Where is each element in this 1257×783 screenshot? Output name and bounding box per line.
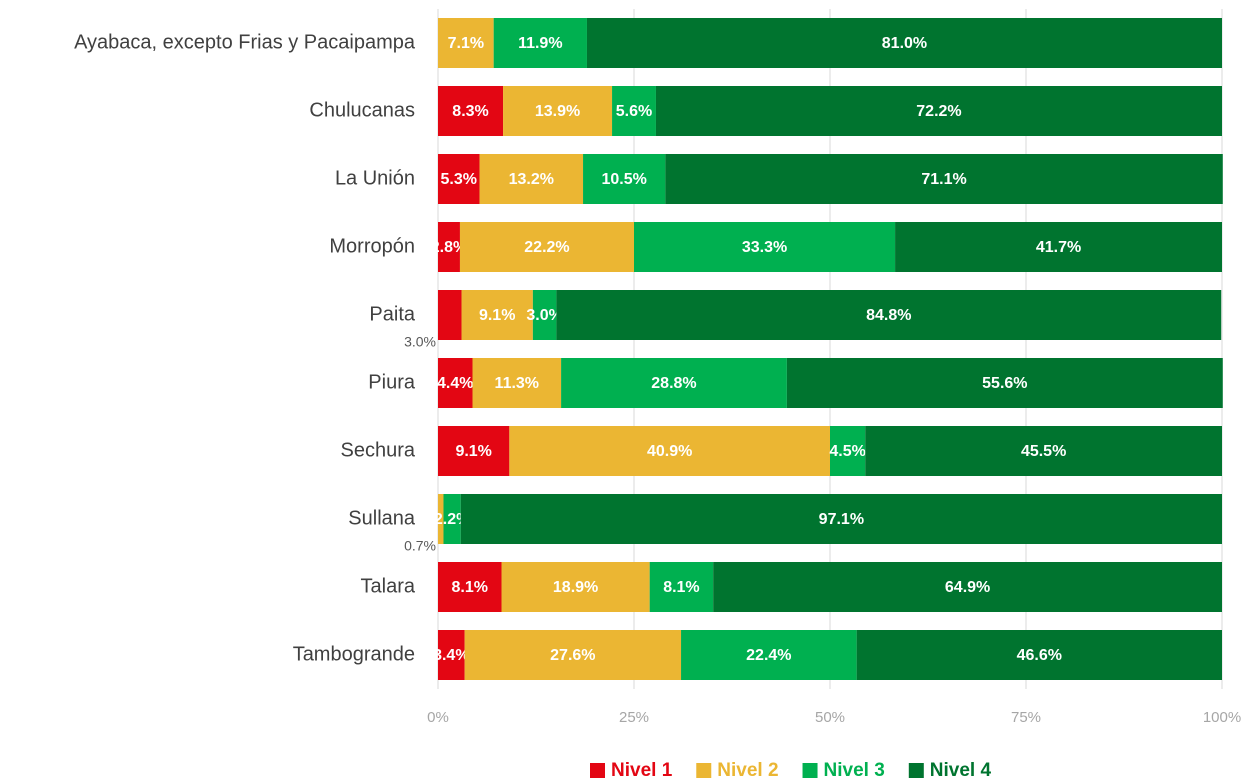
value-label: 22.2% [524, 239, 569, 256]
bar-segment [895, 222, 1222, 272]
legend-label: Nivel 3 [824, 760, 885, 781]
value-label: 72.2% [916, 103, 961, 120]
legend-swatch [696, 763, 712, 778]
value-label: 97.1% [819, 511, 864, 528]
value-label: 18.9% [553, 579, 598, 596]
value-label: 71.1% [921, 171, 966, 188]
bar-segment [438, 494, 444, 544]
bar-segment [493, 18, 587, 68]
bar-segment [461, 290, 533, 340]
value-label: 46.6% [1017, 647, 1062, 664]
bar-segment [472, 358, 562, 408]
bar-segment [655, 86, 1222, 136]
value-label: 27.6% [550, 647, 595, 664]
value-label: 3.0% [526, 307, 562, 324]
category-label: Paita [369, 303, 415, 325]
bar-segment [612, 86, 656, 136]
category-label: Chulucanas [309, 99, 415, 121]
value-label: 8.3% [452, 103, 488, 120]
category-label: Talara [361, 575, 416, 597]
legend-label: Nivel 1 [611, 760, 673, 781]
bar-segment [681, 630, 857, 680]
x-tick-label: 100% [1203, 709, 1241, 726]
value-label: 9.1% [479, 307, 515, 324]
value-label: 4.4% [437, 375, 473, 392]
bar-segment [556, 290, 1222, 340]
bar-segment [583, 154, 666, 204]
value-label: 9.1% [455, 443, 491, 460]
bar-segment [438, 358, 473, 408]
value-label: 3.0% [404, 334, 436, 350]
value-label: 4.5% [829, 443, 865, 460]
legend-swatch [590, 763, 605, 778]
x-tick-label: 50% [815, 709, 845, 726]
bar-segment [509, 426, 830, 476]
bar-segment [460, 494, 1223, 544]
value-label: 55.6% [982, 375, 1027, 392]
bar-segment [561, 358, 787, 408]
category-label: Sullana [348, 507, 416, 529]
value-label: 5.3% [441, 171, 477, 188]
bar-segment [713, 562, 1222, 612]
bar-segment [856, 630, 1222, 680]
value-label: 0.7% [404, 538, 436, 554]
value-label: 45.5% [1021, 443, 1066, 460]
value-label: 10.5% [602, 171, 647, 188]
value-label: 7.1% [448, 35, 484, 52]
bar-segment [665, 154, 1223, 204]
bar-segment [479, 154, 584, 204]
value-label: 3.4% [433, 647, 469, 664]
value-label: 33.3% [742, 239, 787, 256]
value-label: 5.6% [616, 103, 652, 120]
value-label: 40.9% [647, 443, 692, 460]
bar-segment [438, 154, 480, 204]
bar-segment [443, 494, 461, 544]
category-label: Tambogrande [293, 643, 415, 665]
bar-segment [438, 18, 494, 68]
bar-segment [438, 222, 460, 272]
value-label: 13.2% [509, 171, 554, 188]
bar-segment [438, 562, 502, 612]
value-label: 22.4% [746, 647, 791, 664]
value-label: 81.0% [882, 35, 927, 52]
category-label: Ayabaca, excepto Frias y Pacaipampa [74, 31, 416, 53]
value-label: 64.9% [945, 579, 990, 596]
bar-segment [634, 222, 896, 272]
category-label: La Unión [335, 167, 415, 189]
legend-label: Nivel 2 [717, 760, 778, 781]
legend-swatch [802, 763, 818, 778]
bar-segment [532, 290, 557, 340]
bar-segment [438, 630, 465, 680]
value-label: 11.3% [495, 375, 539, 392]
bar-segment [786, 358, 1223, 408]
bar-segment [464, 630, 682, 680]
category-label: Morropón [329, 235, 415, 257]
value-label: 8.1% [452, 579, 488, 596]
value-label: 84.8% [866, 307, 911, 324]
bar-segment [649, 562, 714, 612]
x-tick-label: 25% [619, 709, 649, 726]
bar-segment [501, 562, 650, 612]
value-label: 11.9% [518, 35, 562, 52]
bar-segment [865, 426, 1222, 476]
value-label: 41.7% [1036, 239, 1081, 256]
value-label: 28.8% [651, 375, 696, 392]
bar-segment [438, 86, 504, 136]
legend-label: Nivel 4 [930, 760, 992, 781]
x-tick-label: 75% [1011, 709, 1041, 726]
category-label: Piura [368, 371, 416, 393]
legend-swatch [908, 763, 924, 778]
x-tick-label: 0% [427, 709, 449, 726]
bar-segment [438, 290, 462, 340]
bar-segment [586, 18, 1222, 68]
value-label: 8.1% [663, 579, 699, 596]
bar-segment [830, 426, 866, 476]
category-label: Sechura [341, 439, 416, 461]
value-label: 2.8% [431, 239, 467, 256]
bar-segment [438, 426, 510, 476]
bar-segment [503, 86, 613, 136]
bar-segment [459, 222, 634, 272]
value-label: 13.9% [535, 103, 580, 120]
